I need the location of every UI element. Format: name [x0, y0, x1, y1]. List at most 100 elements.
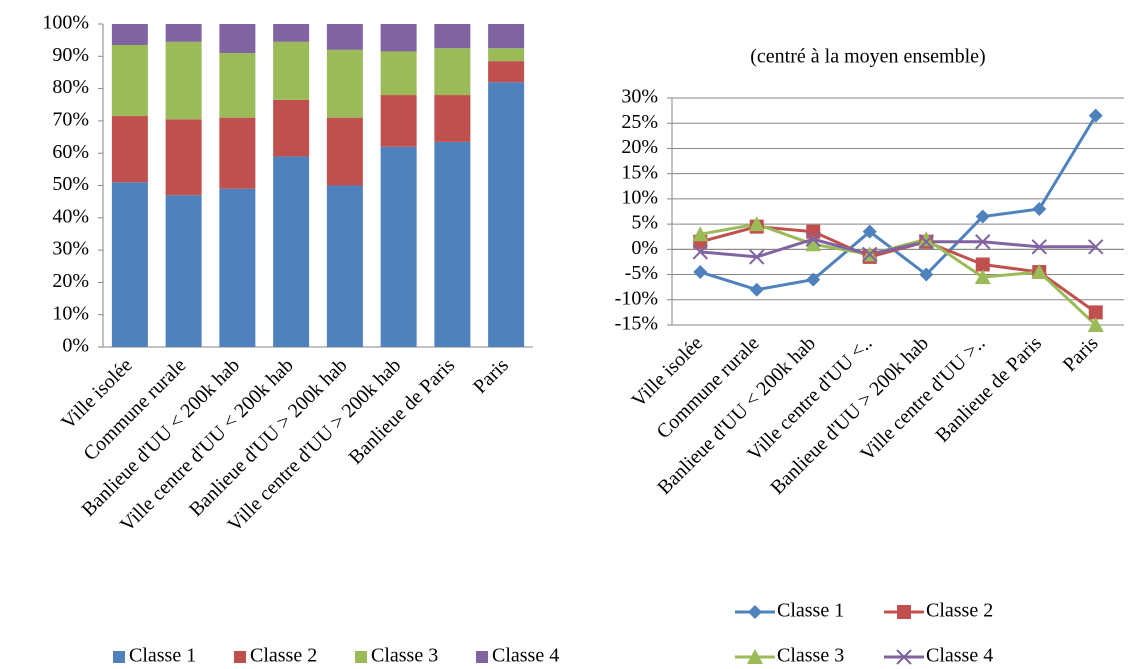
y-tick-label: 15% — [621, 161, 658, 183]
legend-swatch — [113, 651, 125, 663]
legend-label: Classe 2 — [926, 600, 993, 622]
marker — [805, 236, 822, 252]
y-tick-label: 100% — [42, 12, 89, 34]
marker — [692, 244, 708, 260]
bar — [434, 95, 471, 142]
legend-label: Classe 3 — [371, 645, 438, 667]
y-tick-label: 0% — [62, 335, 89, 357]
y-tick-label: 30% — [621, 86, 658, 108]
marker — [1088, 239, 1104, 255]
bar — [111, 24, 148, 45]
y-tick-label: -10% — [615, 287, 658, 309]
marker — [975, 209, 990, 224]
y-tick-label: 10% — [52, 302, 89, 324]
bar — [326, 49, 363, 118]
bar — [111, 116, 148, 183]
bar — [165, 24, 202, 42]
bar — [219, 117, 256, 189]
marker — [862, 246, 878, 263]
y-tick-label: 5% — [631, 212, 658, 234]
marker — [897, 605, 911, 619]
bar — [380, 24, 417, 52]
marker — [918, 234, 934, 250]
legend-label: Classe 4 — [492, 645, 559, 667]
y-tick-label: 10% — [621, 186, 658, 208]
bar — [273, 99, 310, 157]
marker — [862, 224, 877, 239]
bar — [488, 82, 525, 347]
marker — [975, 257, 990, 272]
bar — [165, 119, 202, 196]
bar — [488, 61, 525, 83]
marker — [1031, 239, 1047, 255]
bar — [326, 24, 363, 50]
bar — [434, 141, 471, 347]
marker — [1031, 264, 1048, 280]
marker — [693, 265, 708, 280]
marker — [1032, 201, 1047, 216]
marker — [919, 267, 934, 282]
y-tick-label: 20% — [52, 270, 89, 292]
bar — [380, 51, 417, 96]
legend-swatch — [355, 651, 367, 663]
marker — [748, 605, 762, 619]
bar — [380, 95, 417, 147]
bar — [219, 188, 256, 347]
marker — [1087, 317, 1104, 332]
y-tick-label: 90% — [52, 44, 89, 66]
bar — [273, 24, 310, 42]
bar — [326, 185, 363, 347]
marker — [975, 234, 991, 250]
legend-label: Classe 4 — [926, 645, 993, 667]
y-tick-label: 25% — [621, 111, 658, 133]
bar — [165, 41, 202, 120]
x-tick-label: Paris — [1059, 332, 1103, 376]
marker — [749, 249, 765, 265]
y-tick-label: 0% — [631, 237, 658, 259]
bar — [434, 48, 471, 96]
legend-swatch — [234, 651, 246, 663]
marker — [974, 269, 991, 285]
y-tick-label: 70% — [52, 108, 89, 130]
marker — [918, 231, 935, 247]
marker — [749, 282, 764, 297]
bar — [380, 146, 417, 347]
y-tick-label: -15% — [615, 313, 658, 335]
bar — [111, 182, 148, 347]
line — [699, 114, 1098, 292]
y-tick-label: 60% — [52, 141, 89, 163]
bar — [219, 53, 256, 118]
marker — [806, 272, 821, 287]
y-tick-label: -5% — [625, 262, 658, 284]
y-tick-label: 20% — [621, 136, 658, 158]
marker — [1088, 305, 1103, 320]
marker — [896, 649, 912, 665]
y-tick-label: 80% — [52, 76, 89, 98]
bar — [111, 44, 148, 117]
marker — [805, 231, 821, 247]
bar — [488, 48, 525, 62]
legend-label: Classe 3 — [777, 645, 844, 667]
marker — [748, 216, 765, 232]
y-tick-label: 50% — [52, 173, 89, 195]
bar — [273, 156, 310, 347]
bar — [219, 24, 256, 54]
bar — [165, 195, 202, 347]
bar — [273, 41, 310, 100]
x-tick-label: Paris — [469, 354, 513, 398]
x-tick-label: Banlieue de Paris — [932, 332, 1047, 447]
legend-swatch — [476, 651, 488, 663]
bar — [326, 117, 363, 186]
bar — [488, 24, 525, 49]
marker — [747, 649, 763, 664]
marker — [1088, 108, 1103, 123]
x-tick-label: Commune rurale — [653, 332, 764, 443]
line — [700, 237, 1096, 259]
legend-label: Classe 2 — [250, 645, 317, 667]
y-tick-label: 40% — [52, 205, 89, 227]
legend-label: Classe 1 — [129, 645, 196, 667]
legend-label: Classe 1 — [777, 600, 844, 622]
bar — [434, 24, 471, 49]
y-tick-label: 30% — [52, 238, 89, 260]
